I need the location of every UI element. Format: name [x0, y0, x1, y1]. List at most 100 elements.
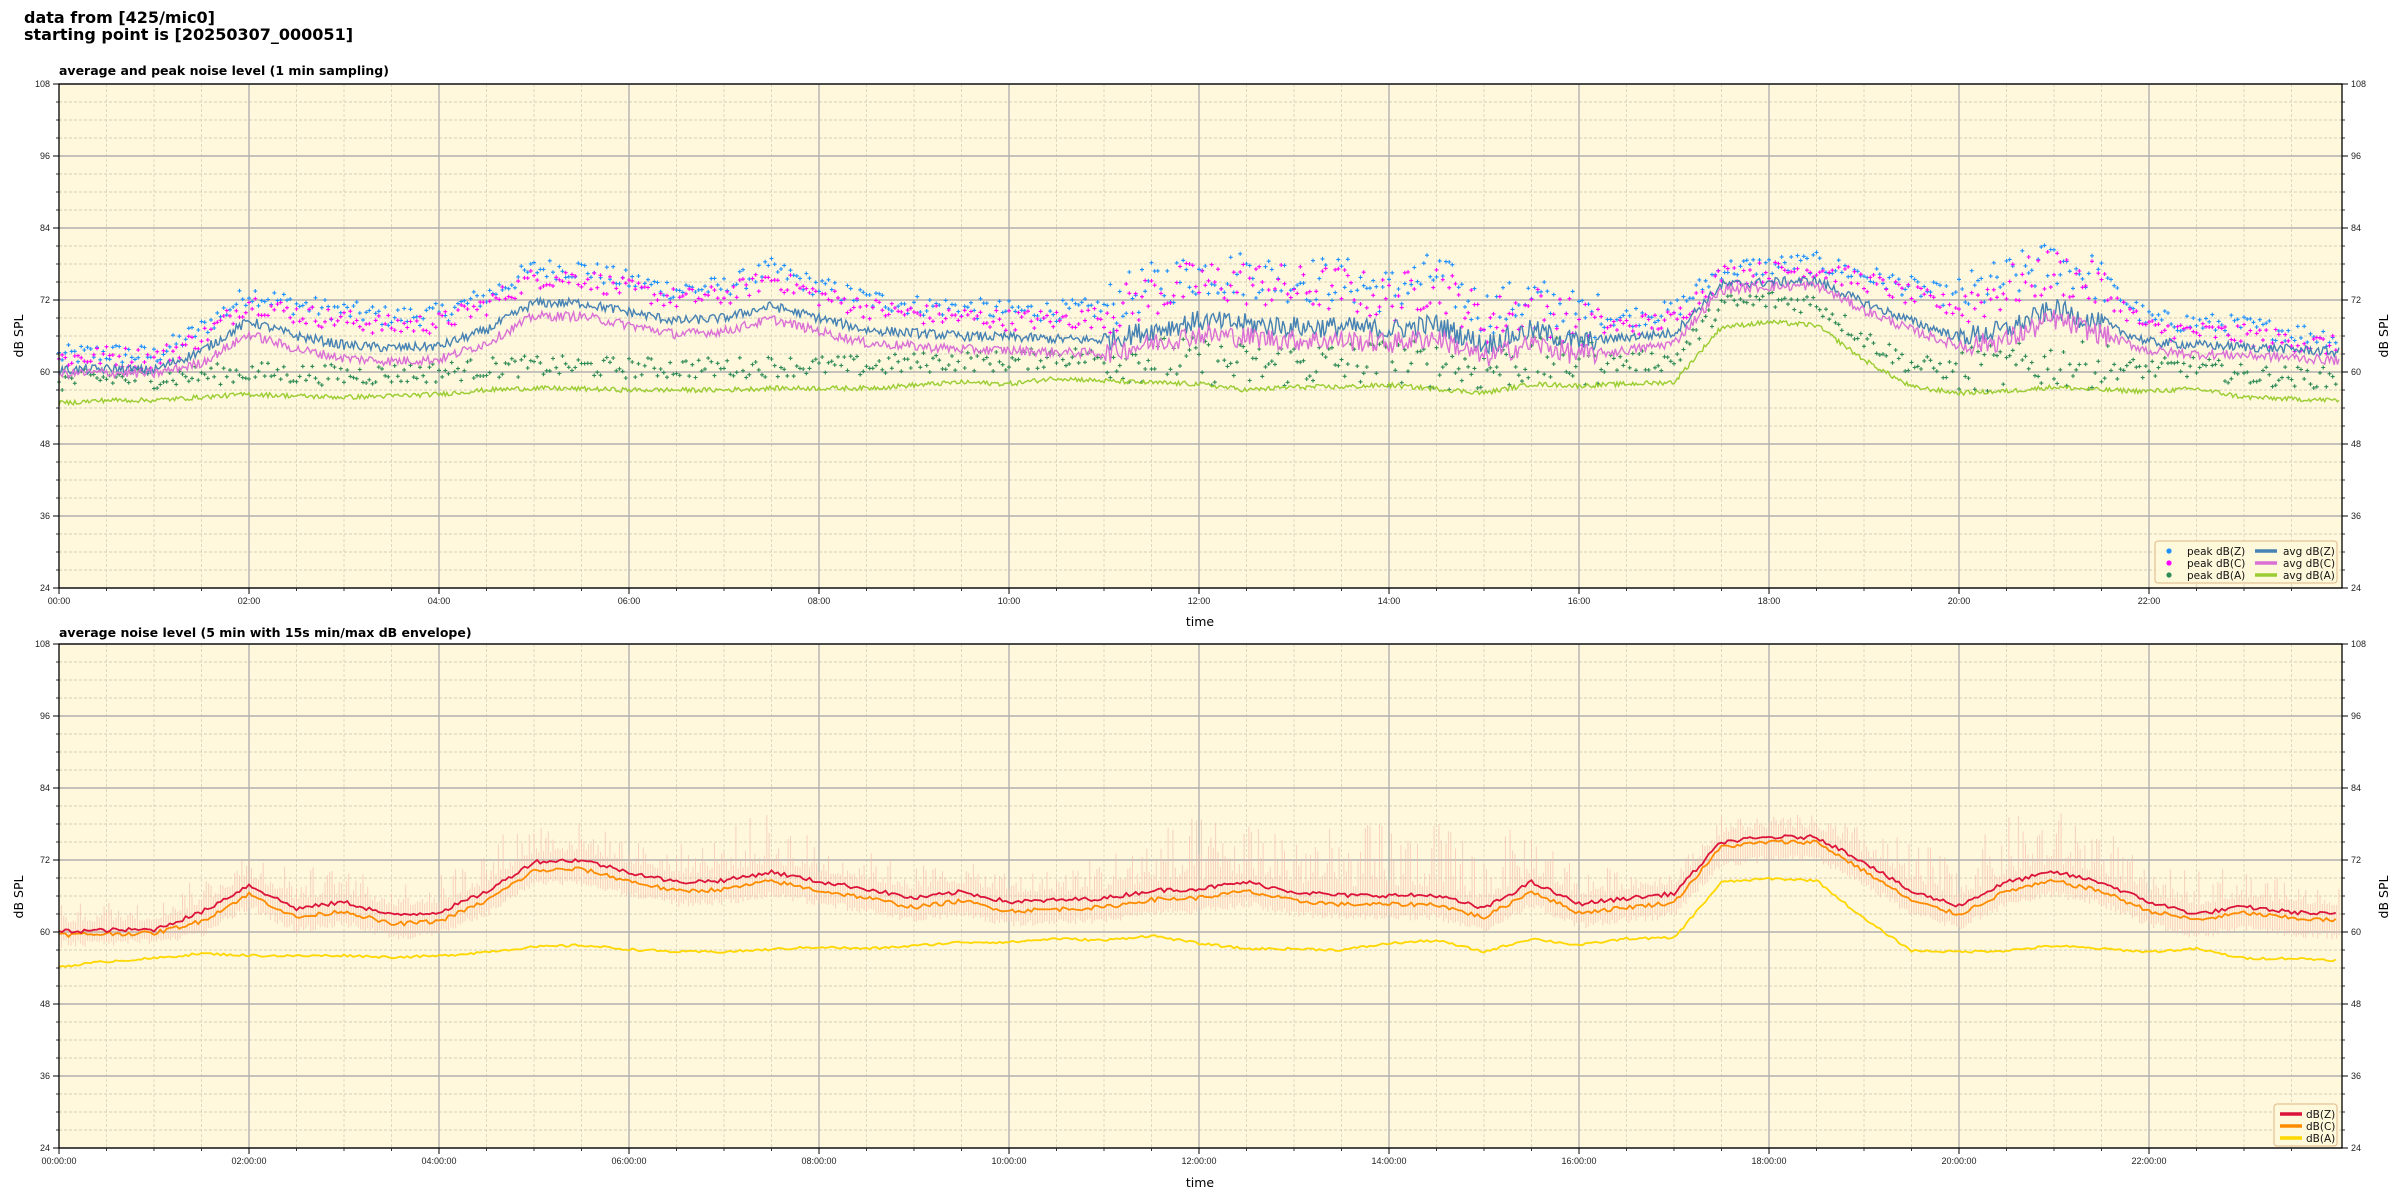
- peak-point: [2124, 318, 2129, 323]
- peak-point: [1390, 359, 1395, 364]
- peak-point: [1035, 317, 1040, 321]
- peak-point: [1048, 319, 1053, 324]
- peak-point: [2159, 330, 2164, 335]
- peak-point: [2083, 283, 2088, 288]
- peak-point: [525, 276, 530, 281]
- peak-point: [1266, 287, 1271, 292]
- peak-point: [1440, 274, 1445, 278]
- peak-point: [408, 363, 413, 368]
- peak-point: [1013, 309, 1018, 314]
- peak-point: [1197, 352, 1201, 357]
- peak-point: [465, 359, 470, 364]
- peak-point: [2010, 262, 2015, 267]
- peak-point: [186, 334, 191, 339]
- peak-point: [2257, 378, 2262, 383]
- peak-point: [2261, 338, 2265, 343]
- peak-point: [1105, 311, 1110, 316]
- peak-point: [2083, 362, 2088, 367]
- peak-point: [2178, 328, 2183, 333]
- peak-point: [2010, 348, 2015, 353]
- peak-point: [1501, 328, 1505, 333]
- peak-point: [883, 305, 888, 310]
- peak-point: [1143, 289, 1148, 294]
- peak-point: [326, 307, 331, 312]
- peak-point: [889, 301, 894, 306]
- peak-point: [763, 259, 768, 264]
- peak-point: [630, 278, 635, 283]
- peak-point: [256, 369, 261, 374]
- peak-point: [152, 355, 156, 360]
- peak-point: [924, 363, 929, 368]
- peak-point: [1146, 358, 1151, 363]
- y-tick-label: 24: [40, 1143, 50, 1153]
- peak-point: [836, 295, 840, 300]
- peak-point: [766, 275, 771, 280]
- peak-point: [1944, 284, 1949, 288]
- peak-point: [1779, 297, 1784, 302]
- peak-point: [1453, 305, 1458, 310]
- peak-point: [604, 355, 609, 360]
- peak-point: [1865, 289, 1870, 294]
- peak-point: [367, 377, 372, 382]
- peak-point: [937, 312, 942, 316]
- peak-point: [2052, 247, 2056, 252]
- peak-point: [1754, 272, 1759, 277]
- peak-point: [1903, 287, 1908, 292]
- peak-point: [1656, 363, 1661, 368]
- peak-point: [1909, 360, 1914, 365]
- peak-point: [1402, 281, 1407, 286]
- peak-point: [155, 386, 160, 391]
- peak-point: [2200, 362, 2205, 367]
- peak-point: [1355, 364, 1360, 369]
- peak-point: [551, 284, 555, 288]
- peak-point: [370, 381, 375, 386]
- peak-point: [2023, 263, 2028, 268]
- peak-point: [2109, 368, 2113, 373]
- peak-point: [354, 318, 359, 323]
- peak-point: [842, 296, 847, 301]
- peak-point: [1795, 253, 1800, 258]
- peak-point: [395, 318, 400, 323]
- legend-label: avg dB(A): [2283, 570, 2335, 582]
- peak-point: [1450, 262, 1455, 267]
- peak-point: [1000, 362, 1005, 367]
- peak-point: [969, 356, 973, 360]
- peak-point: [861, 290, 866, 295]
- peak-point: [880, 308, 885, 313]
- peak-point: [202, 326, 207, 331]
- peak-point: [608, 274, 612, 279]
- peak-point: [532, 359, 536, 364]
- peak-point: [1874, 282, 1879, 286]
- peak-point: [775, 278, 780, 283]
- peak-point: [1760, 294, 1765, 299]
- peak-point: [576, 357, 581, 362]
- x-tick-label: 14:00: [1378, 596, 1401, 606]
- peak-point: [1282, 281, 1287, 286]
- peak-point: [1330, 345, 1334, 350]
- peak-point: [725, 289, 730, 294]
- peak-point: [1339, 264, 1344, 269]
- peak-point: [1349, 280, 1353, 285]
- peak-point: [1732, 266, 1737, 270]
- peak-point: [1529, 297, 1534, 302]
- peak-point: [494, 292, 498, 297]
- peak-point: [820, 355, 825, 359]
- peak-point: [975, 314, 980, 318]
- peak-point: [2333, 382, 2338, 387]
- peak-point: [1472, 286, 1477, 291]
- peak-point: [443, 309, 448, 314]
- peak-point: [133, 357, 137, 362]
- peak-point: [1000, 310, 1005, 315]
- peak-point: [560, 354, 565, 358]
- peak-point: [1548, 311, 1553, 316]
- peak-point: [513, 285, 517, 290]
- peak-point: [1219, 287, 1224, 291]
- peak-point: [228, 307, 232, 312]
- peak-point: [1301, 281, 1306, 286]
- peak-point: [380, 328, 384, 332]
- chart-title: average noise level (5 min with 15s min/…: [59, 625, 472, 640]
- peak-point: [142, 345, 147, 350]
- peak-point: [361, 317, 365, 322]
- peak-point: [741, 368, 745, 373]
- peak-point: [1349, 289, 1353, 294]
